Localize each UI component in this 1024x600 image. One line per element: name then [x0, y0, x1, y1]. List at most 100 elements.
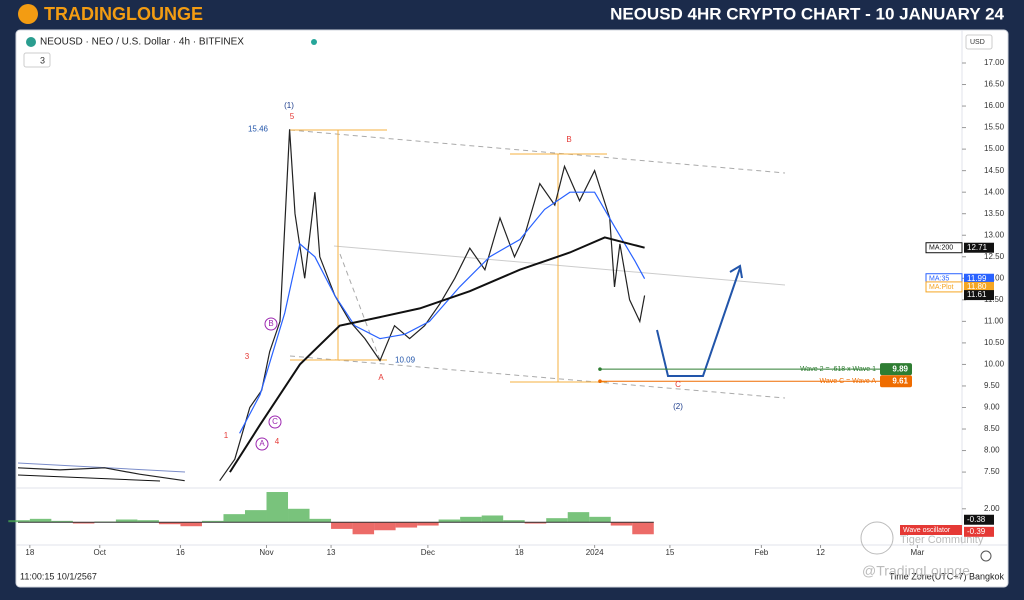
osc-bar	[309, 518, 332, 523]
y-tick-label: 12.00	[984, 273, 1005, 282]
wave-label: A	[378, 373, 384, 382]
osc-bar	[460, 516, 482, 523]
osc-bar	[8, 520, 30, 523]
osc-bar	[158, 522, 181, 525]
wave-circle	[268, 415, 282, 429]
y-tick-label: 13.50	[984, 209, 1005, 218]
watermark: Tiger Community	[900, 534, 984, 546]
x-tick-label: Mar	[910, 548, 924, 557]
badge-box[interactable]	[23, 52, 51, 68]
osc-tag	[964, 514, 994, 525]
osc-tick-label: 2.00	[984, 504, 1000, 513]
osc-bar	[115, 519, 138, 523]
osc-bar	[610, 522, 633, 526]
level-tag	[880, 363, 912, 376]
price-tag	[964, 273, 994, 284]
wave-circle	[264, 317, 278, 331]
y-tick-label: 8.00	[984, 446, 1000, 455]
price-tag	[964, 290, 994, 301]
wave-label: 5	[290, 112, 295, 121]
price-tag-label: 11.99	[967, 274, 987, 283]
watermark-icon	[860, 521, 894, 555]
y-tick-label: 9.00	[984, 403, 1000, 412]
tag-name: MA:35	[929, 276, 949, 283]
osc-bar	[244, 510, 267, 523]
wave-label: A	[259, 439, 265, 448]
x-tick-label: 13	[327, 548, 336, 557]
channel	[289, 129, 786, 399]
status-dot	[311, 39, 317, 45]
wave-label: 1	[224, 431, 229, 440]
osc-bar	[567, 512, 590, 523]
price-tag	[964, 242, 994, 253]
level-value: 9.61	[892, 376, 908, 385]
osc-bar	[524, 522, 547, 524]
wave-label: B	[566, 135, 571, 144]
y-tick-label: 16.00	[984, 101, 1005, 110]
series-line	[229, 236, 645, 473]
osc-bar	[29, 518, 52, 523]
wave-label: (1)	[284, 101, 294, 110]
price-tag-label: 12.71	[967, 243, 988, 252]
osc-name: Wave oscillator	[903, 527, 951, 534]
x-tick-label: 16	[176, 548, 185, 557]
wave-label: 3	[245, 352, 250, 361]
currency-box[interactable]	[965, 34, 993, 50]
y-tick-label: 8.50	[984, 424, 1000, 433]
y-tick-label: 17.00	[984, 58, 1005, 67]
x-tick-label: Nov	[259, 548, 273, 557]
pivot-label: 15.46	[248, 124, 269, 133]
x-tick-label: 15	[665, 548, 674, 557]
price-tag-label: 11.61	[967, 290, 987, 299]
settings-icon[interactable]	[980, 550, 992, 562]
level-value: 9.89	[892, 364, 908, 373]
logo: TRADINGLOUNGE	[44, 4, 203, 24]
channel-line	[289, 129, 786, 174]
osc-bar	[266, 492, 289, 523]
osc-bar	[51, 520, 73, 523]
projection-arrow	[656, 267, 741, 377]
osc-bar	[417, 522, 439, 526]
osc-tag-label: -0.39	[967, 527, 986, 536]
osc-bar	[137, 520, 159, 523]
osc-bar	[395, 522, 418, 528]
y-tick-label: 16.50	[984, 80, 1005, 89]
y-tick-label: 15.00	[984, 144, 1005, 153]
logo-icon	[18, 4, 38, 24]
osc-bar	[438, 519, 461, 523]
wave-circle	[255, 437, 269, 451]
osc-name-box	[900, 525, 962, 535]
old-ma	[17, 474, 161, 482]
osc-bar	[632, 522, 654, 535]
y-tick-label: 12.50	[984, 252, 1005, 261]
y-tick-label: 9.50	[984, 381, 1000, 390]
level-dot	[598, 367, 602, 371]
tag-name: MA:Plot	[929, 284, 954, 291]
y-tick-label: 10.50	[984, 338, 1005, 347]
osc-bar	[72, 522, 95, 524]
badge[interactable]: 3	[40, 55, 45, 65]
level-text: Wave 2 = .618 x Wave 1	[800, 366, 876, 373]
wave-label: C	[675, 380, 681, 389]
x-tick-label: Oct	[94, 548, 107, 557]
x-tick-label: 12	[816, 548, 825, 557]
y-tick-label: 7.50	[984, 467, 1000, 476]
clock: 11:00:15 10/1/2567	[20, 571, 97, 581]
osc-bar	[503, 520, 525, 523]
channel-line	[289, 355, 786, 399]
tag-name: MA:200	[929, 245, 953, 252]
currency[interactable]: USD	[970, 39, 985, 46]
osc-bar	[589, 516, 611, 523]
osc-bar	[481, 515, 504, 523]
watermark: @TradingLounge	[862, 563, 970, 579]
mid-line	[333, 245, 786, 286]
x-tick-label: Feb	[754, 548, 768, 557]
level-dot	[598, 379, 602, 384]
y-tick-label: 14.50	[984, 166, 1005, 175]
x-tick-label: 18	[515, 548, 524, 557]
symbol-icon	[26, 37, 36, 47]
osc-bar	[374, 522, 396, 531]
osc-bar	[331, 522, 353, 529]
y-tick-label: 11.00	[984, 316, 1004, 325]
